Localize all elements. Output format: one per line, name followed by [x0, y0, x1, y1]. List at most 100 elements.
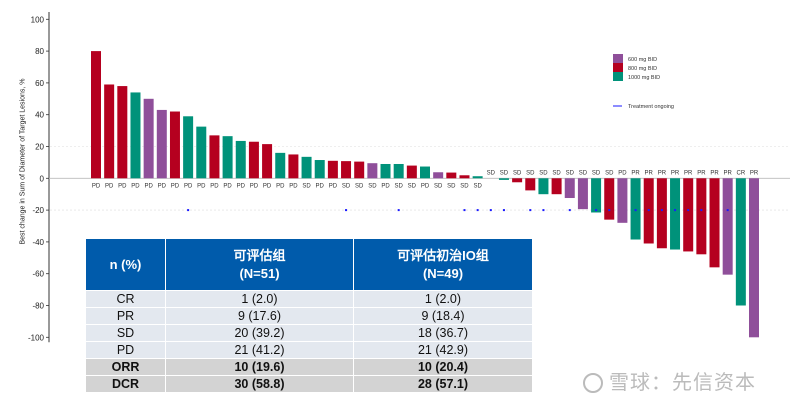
- table-cell-a: 1 (2.0): [165, 290, 354, 308]
- bar-label: PD: [118, 183, 127, 189]
- bar-label: PD: [381, 183, 390, 189]
- treatment-ongoing-marker: [674, 209, 677, 212]
- table-cell-b: 18 (36.7): [353, 324, 533, 342]
- bar-label: PD: [144, 183, 153, 189]
- table-row: PD 21 (41.2) 21 (42.9): [85, 341, 533, 359]
- bar: [709, 178, 720, 268]
- bar: [498, 178, 509, 180]
- table-cell-b: 9 (18.4): [353, 307, 533, 325]
- bar: [525, 178, 536, 191]
- snowball-logo-icon: [583, 373, 603, 393]
- bar: [209, 135, 220, 179]
- bar-label: PR: [750, 170, 759, 176]
- bar-label: SD: [368, 183, 377, 189]
- y-tick-label: 0: [40, 174, 45, 183]
- y-tick-label: -100: [28, 333, 45, 342]
- bar-label: SD: [592, 170, 601, 176]
- y-tick-label: 80: [35, 47, 44, 56]
- bar-label: PD: [197, 183, 206, 189]
- y-tick-label: -40: [32, 238, 44, 247]
- bar-label: PD: [171, 183, 180, 189]
- bar-label: PD: [250, 183, 259, 189]
- bar: [538, 178, 549, 195]
- table-row: SD 20 (39.2) 18 (36.7): [85, 324, 533, 342]
- bar: [472, 176, 483, 179]
- bar-label: SD: [500, 170, 509, 176]
- bar: [577, 178, 588, 210]
- bar: [591, 178, 602, 213]
- bar-label: SD: [605, 170, 614, 176]
- bar: [275, 152, 286, 179]
- treatment-ongoing-marker: [568, 209, 571, 212]
- bar-label: PR: [684, 170, 693, 176]
- table-cell-label: PD: [85, 341, 166, 359]
- bar-label: PD: [223, 183, 232, 189]
- treatment-ongoing-marker: [542, 209, 545, 212]
- table-row: CR 1 (2.0) 1 (2.0): [85, 290, 533, 308]
- treatment-ongoing-marker: [529, 209, 532, 212]
- bar-label: SD: [552, 170, 561, 176]
- bar: [235, 140, 246, 179]
- bar: [512, 178, 523, 183]
- bar: [722, 178, 733, 275]
- bar-label: PD: [618, 170, 627, 176]
- bar: [143, 98, 154, 179]
- bar-label: SD: [487, 170, 496, 176]
- treatment-ongoing-marker: [476, 209, 479, 212]
- table-cell-b: 28 (57.1): [353, 375, 533, 393]
- treatment-ongoing-marker: [687, 209, 690, 212]
- treatment-ongoing-marker: [397, 209, 400, 212]
- treatment-ongoing-marker: [726, 209, 729, 212]
- bar-label: SD: [302, 183, 311, 189]
- bar-label: PD: [131, 183, 140, 189]
- bar: [459, 175, 470, 179]
- bar: [604, 178, 615, 220]
- table-row: DCR 30 (58.8) 28 (57.1): [85, 375, 533, 393]
- bar-label: SD: [434, 183, 443, 189]
- table-row: PR 9 (17.6) 9 (18.4): [85, 307, 533, 325]
- bar-label: PR: [710, 170, 719, 176]
- table-row: ORR 10 (19.6) 10 (20.4): [85, 358, 533, 376]
- bar: [630, 178, 641, 240]
- bar-label: PR: [697, 170, 706, 176]
- bar: [301, 156, 312, 179]
- treatment-ongoing-marker: [700, 209, 703, 212]
- y-axis-label: Best change in Sum of Diameter of Target…: [19, 78, 27, 245]
- bar: [327, 160, 338, 179]
- bar: [288, 154, 299, 179]
- bar: [735, 178, 746, 306]
- bar: [104, 84, 115, 179]
- bar-label: PR: [724, 170, 733, 176]
- bar-label: SD: [408, 183, 417, 189]
- bar-label: SD: [579, 170, 588, 176]
- table-cell-label: SD: [85, 324, 166, 342]
- table-cell-label: PR: [85, 307, 166, 325]
- bar-label: SD: [460, 183, 469, 189]
- legend-label-ongoing: Treatment ongoing: [628, 104, 674, 110]
- bar: [130, 92, 141, 179]
- bar-label: SD: [513, 170, 522, 176]
- bar: [564, 178, 575, 199]
- bar: [393, 163, 404, 179]
- bar-label: PD: [158, 183, 167, 189]
- legend-swatch: [613, 63, 623, 72]
- bar: [406, 165, 417, 179]
- bar: [683, 178, 694, 252]
- bar-label: PR: [671, 170, 680, 176]
- bar: [222, 136, 233, 179]
- bar-label: PD: [92, 183, 101, 189]
- bar-label: SD: [342, 183, 351, 189]
- bar-label: SD: [473, 183, 482, 189]
- table-cell-label: ORR: [85, 358, 166, 376]
- watermark: 雪球：先信资本: [583, 366, 756, 395]
- bar-label: PD: [329, 183, 338, 189]
- table-cell-b: 1 (2.0): [353, 290, 533, 308]
- table-cell-label: CR: [85, 290, 166, 308]
- bar: [262, 144, 273, 179]
- bar-label: CR: [737, 170, 746, 176]
- bar-label: PD: [263, 183, 272, 189]
- response-table: n (%) 可评估组 (N=51) 可评估初治IO组 (N=49) CR 1 (2.0…: [85, 238, 533, 393]
- bar: [183, 116, 194, 179]
- treatment-ongoing-marker: [187, 209, 190, 212]
